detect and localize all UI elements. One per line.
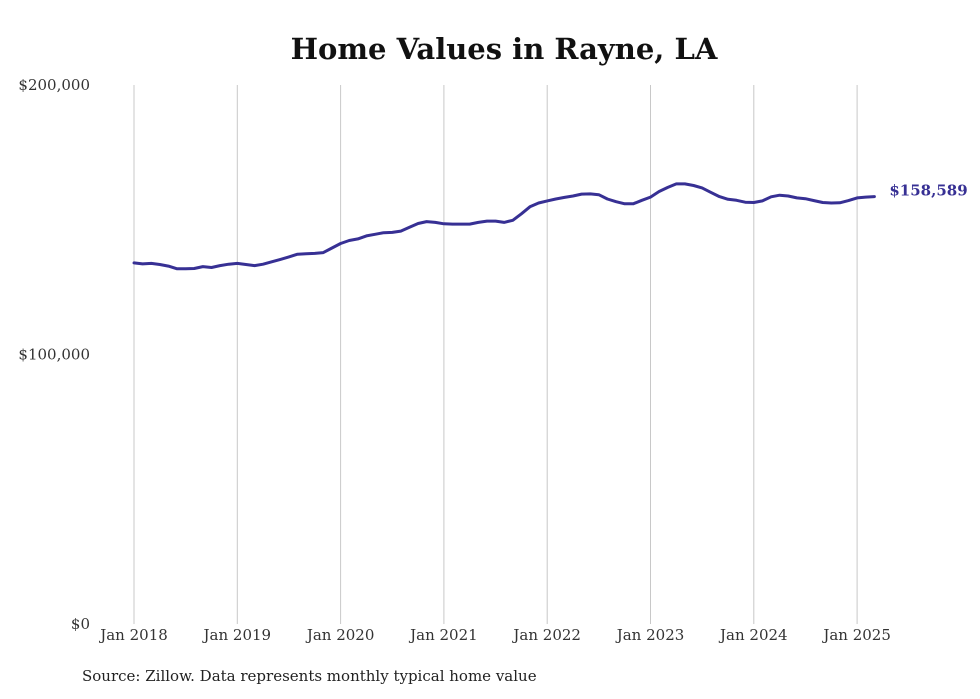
gridlines: [133, 85, 858, 624]
home-value-line: [132, 182, 876, 271]
y-tick-label: $200,000: [18, 76, 90, 94]
x-tick-label: Jan 2025: [821, 626, 891, 644]
x-tick-label: Jan 2023: [615, 626, 685, 644]
x-tick-label: Jan 2024: [718, 626, 788, 644]
x-axis-tick-labels: Jan 2018 Jan 2019 Jan 2020 Jan 2021 Jan 2022…: [98, 626, 891, 644]
y-tick-label: $0: [71, 615, 90, 633]
x-tick-label: Jan 2020: [305, 626, 375, 644]
x-tick-label: Jan 2021: [408, 626, 478, 644]
x-tick-label: Jan 2022: [511, 626, 581, 644]
x-tick-label: Jan 2018: [98, 626, 168, 644]
end-label-layer: $158,589: [889, 182, 967, 200]
source-note: Source: Zillow. Data represents monthly …: [82, 667, 537, 685]
y-axis-tick-labels: $200,000 $100,000 $0: [18, 76, 90, 633]
y-tick-label: $100,000: [18, 346, 90, 364]
series-layer: [132, 182, 876, 271]
chart-title: Home Values in Rayne, LA: [291, 32, 718, 66]
latest-value-label: $158,589: [889, 182, 967, 200]
x-tick-label: Jan 2019: [202, 626, 272, 644]
